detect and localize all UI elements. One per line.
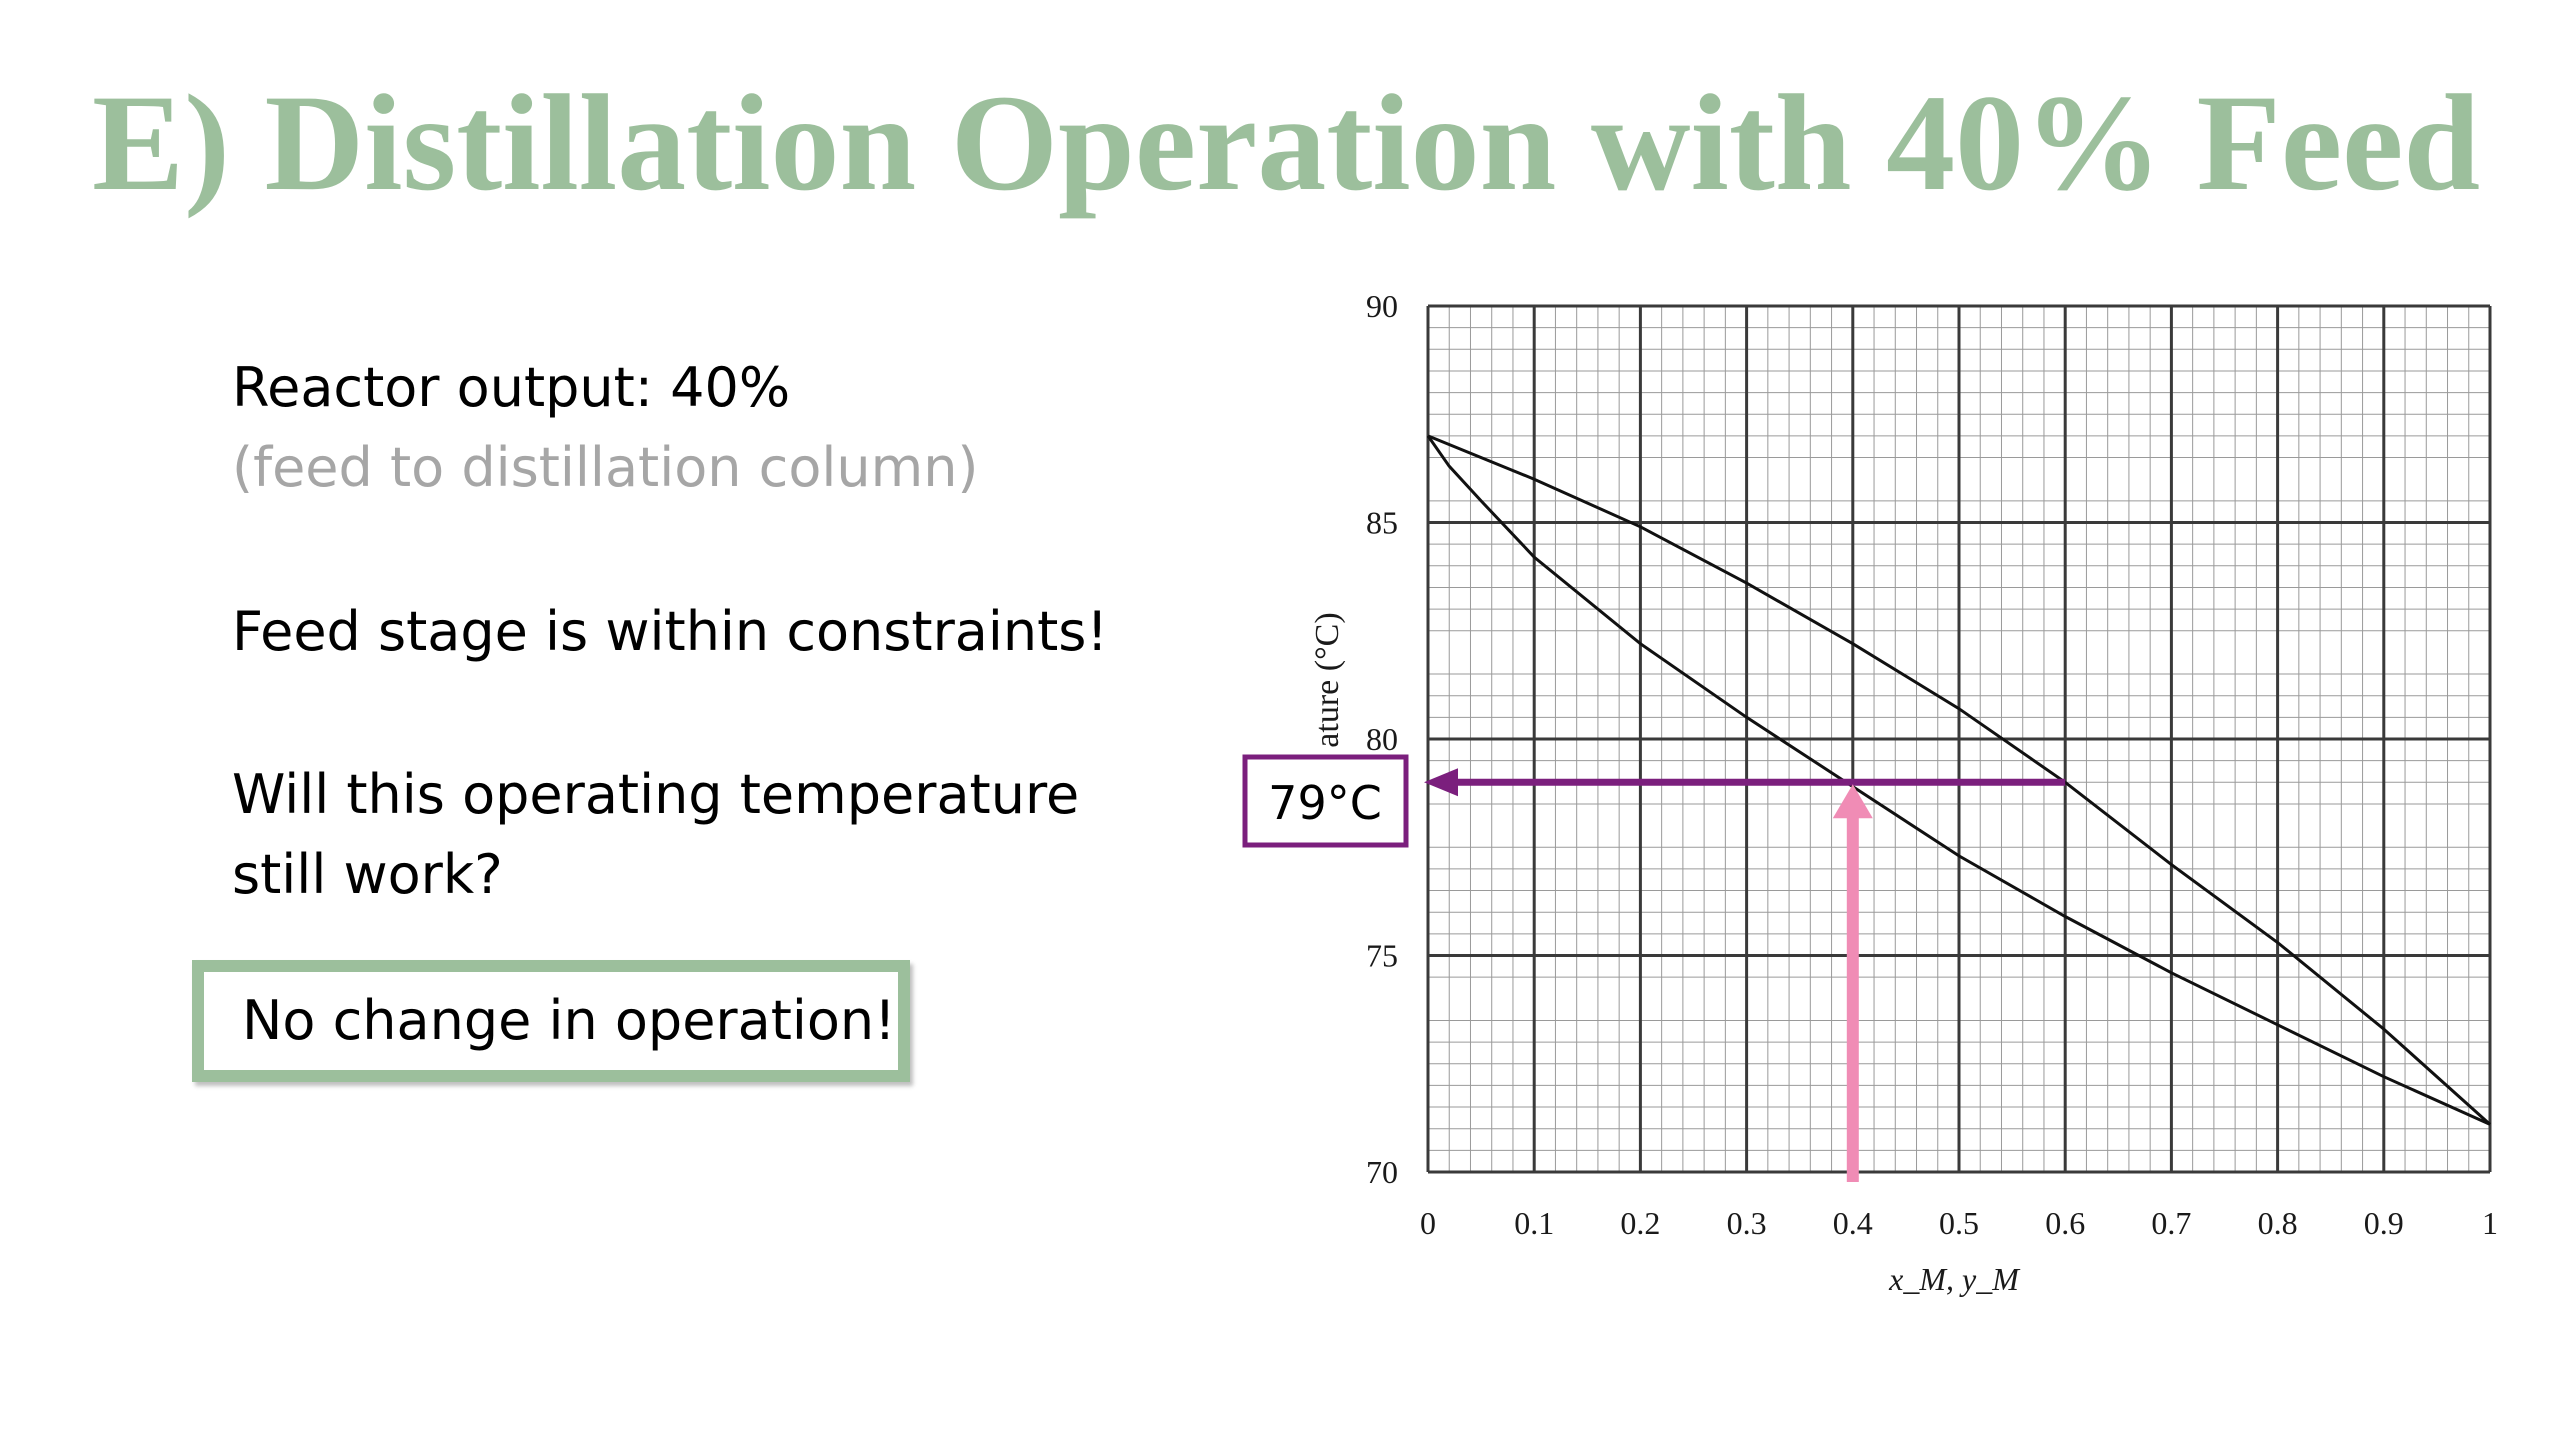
major-grid (1426, 304, 2492, 1174)
x-tick-label: 0.7 (2151, 1205, 2191, 1241)
x-tick-label: 0.5 (1939, 1205, 1979, 1241)
answer-box: No change in operation! (192, 960, 910, 1082)
tick-labels: 0 0.1 0.2 0.3 0.4 0.5 0.6 0.7 0.8 0.9 1 70 75 80 85 90 (1366, 288, 2498, 1241)
dew-point-curve (1427, 434, 2492, 1126)
feed-note-text: (feed to distillation column) (232, 436, 979, 499)
answer-text: No change in operation! (242, 989, 896, 1052)
x-tick-label: 0.2 (1620, 1205, 1660, 1241)
feed-stage-text: Feed stage is within constraints! (232, 600, 1109, 663)
horizontal-arrow-head (1424, 768, 1458, 797)
y-tick-label: 80 (1366, 721, 1398, 757)
x-tick-label: 0.4 (1833, 1205, 1873, 1241)
x-tick-label: 0 (1420, 1205, 1436, 1241)
y-tick-label: 75 (1366, 938, 1398, 974)
x-tick-label: 0.8 (2258, 1205, 2298, 1241)
y-tick-label: 70 (1366, 1154, 1398, 1190)
x-tick-label: 0.1 (1514, 1205, 1554, 1241)
y-axis-label: ature (°C) (1309, 612, 1346, 747)
slide-title: E) Distillation Operation with 40% Feed (92, 66, 2481, 219)
y-tick-label: 85 (1366, 505, 1398, 541)
question-line-1: Will this operating temperature (232, 763, 1080, 826)
x-tick-label: 0.6 (2045, 1205, 2085, 1241)
callout-box (1242, 754, 1409, 848)
reactor-output-text: Reactor output: 40% (232, 356, 791, 419)
y-tick-label: 90 (1366, 288, 1398, 324)
x-tick-label: 0.9 (2364, 1205, 2404, 1241)
question-line-2: still work? (232, 843, 503, 906)
x-axis-label: x_M, y_M (1888, 1261, 2021, 1297)
callout-label: 79°C (1268, 776, 1382, 830)
x-tick-label: 1 (2482, 1205, 2498, 1241)
x-tick-label: 0.3 (1727, 1205, 1767, 1241)
annotations: 79°C (1242, 754, 2066, 1182)
vertical-arrow-head (1832, 784, 1873, 819)
